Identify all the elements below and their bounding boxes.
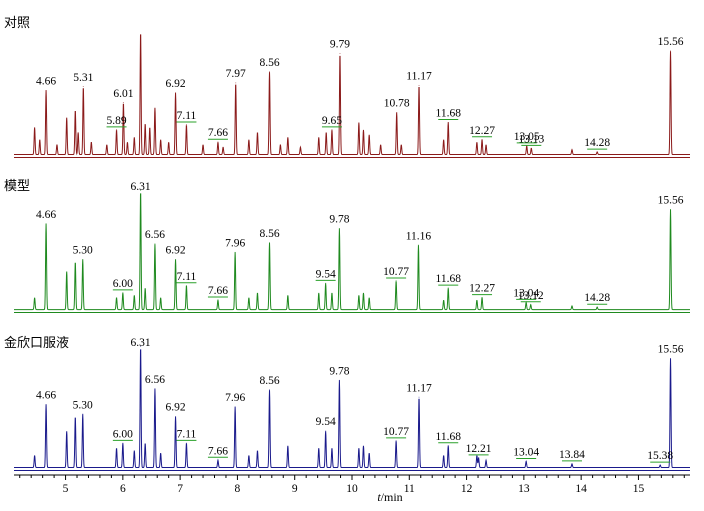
peak-label: 6.00: [113, 278, 133, 290]
peak-label: 14.28: [584, 292, 610, 304]
peak-label: 5.89: [106, 115, 126, 127]
peak-label: 9.54: [316, 268, 336, 280]
peak-label: 5.30: [73, 245, 93, 257]
peak-label: 12.21: [466, 443, 492, 455]
x-tick-label: 5: [63, 483, 69, 495]
peak-label: 12.27: [469, 125, 495, 137]
peak-label: 7.11: [177, 428, 197, 440]
x-axis-title-unit: /min: [381, 490, 403, 504]
peak-label: 9.65: [322, 115, 342, 127]
chromatogram-panel-2: 4.66 5.30 6.00 6.31 6.566.92 7.11 7.66 7.96 8.56…: [14, 181, 690, 313]
peak-label: 13.84: [559, 449, 585, 461]
peak-label: 13.12: [518, 290, 544, 302]
peak-label: 11.16: [406, 230, 432, 242]
peak-label: 6.92: [165, 78, 185, 90]
peak-label: 11.17: [406, 71, 432, 83]
x-tick-label: 15: [633, 483, 645, 495]
chromatogram-panel-3: 4.66 5.30 6.00 6.31 6.56 6.92 7.11 7.66 7.96 8.56…: [14, 337, 690, 471]
peak-label: 7.97: [226, 68, 246, 80]
chromatogram-panel-1: 4.66 5.31 5.89 6.01 6.92 7.11 7.66 7.97 8.56 9.65…: [14, 34, 690, 158]
peak-label: 15.56: [658, 36, 684, 48]
x-axis-title: t/min: [377, 490, 402, 504]
peak-label: 11.68: [436, 108, 462, 120]
x-tick-label: 10: [346, 483, 358, 495]
x-tick-label: 13: [518, 483, 530, 495]
x-tick-label: 11: [404, 483, 415, 495]
x-tick-label: 7: [177, 483, 183, 495]
peak-label: 10.77: [383, 426, 409, 438]
peak-label: 7.66: [208, 285, 228, 297]
peak-label: 13.13: [518, 133, 544, 145]
peak-label: 11.68: [436, 431, 462, 443]
peak-label: 7.66: [208, 127, 228, 139]
peak-label: 4.66: [36, 76, 56, 88]
x-axis: 5 6 7 8 9 10 11 12 13 14 15: [14, 474, 690, 495]
x-tick-label: 6: [120, 483, 126, 495]
peak-label: 15.56: [658, 344, 684, 356]
peak-label: 11.17: [406, 382, 432, 394]
peak-label: 7.66: [208, 445, 228, 457]
peak-label: 7.11: [177, 271, 197, 283]
peak-label: 6.31: [131, 181, 151, 193]
peak-label: 9.54: [316, 416, 336, 428]
peak-label: 7.96: [225, 237, 245, 249]
peak-label: 12.27: [469, 283, 495, 295]
peak-label: 9.78: [329, 365, 349, 377]
x-axis-title-symbol: t: [377, 490, 381, 504]
peak-label: 7.96: [225, 392, 245, 404]
peak-label: 6.00: [113, 428, 133, 440]
panel-title-control: 对照: [4, 16, 30, 31]
peak-label: 9.78: [329, 214, 349, 226]
peak-label: 13.04: [513, 446, 539, 458]
x-tick-label: 12: [461, 483, 473, 495]
chromatogram-trace: [14, 349, 690, 469]
x-tick-label: 9: [292, 483, 298, 495]
peak-label: 5.31: [73, 72, 93, 84]
peak-label: 6.56: [145, 374, 165, 386]
peak-label: 7.11: [177, 110, 197, 122]
peak-label: 13.05: [514, 131, 540, 143]
peak-label: 6.56: [145, 229, 165, 241]
x-tick-label: 8: [235, 483, 241, 495]
x-tick-label: 14: [575, 483, 587, 495]
peak-label: 10.78: [384, 98, 410, 110]
panel-title-jinxin: 金欣口服液: [4, 335, 69, 351]
chromatogram-trace: [14, 34, 690, 156]
peak-label: 8.56: [259, 375, 279, 387]
panel-title-model: 模型: [4, 179, 30, 194]
peak-label: 8.56: [259, 57, 279, 69]
peak-label: 13.04: [513, 287, 539, 299]
peak-label: 6.01: [113, 88, 133, 100]
peak-label: 6.31: [131, 337, 151, 349]
chromatogram-panels: 4.66 5.31 5.89 6.01 6.92 7.11 7.66 7.97 8.56 9.65…: [14, 34, 690, 471]
peak-label: 9.79: [330, 39, 350, 51]
peak-label: 4.66: [36, 390, 56, 402]
peak-label: 6.92: [165, 245, 185, 257]
peak-label: 6.92: [165, 402, 185, 414]
peak-label: 4.66: [36, 209, 56, 221]
peak-label: 8.56: [259, 228, 279, 240]
peak-label: 5.30: [73, 399, 93, 411]
peak-label: 14.28: [584, 137, 610, 149]
peak-label: 10.77: [383, 266, 409, 278]
peak-label: 15.38: [647, 450, 673, 462]
peak-label: 11.68: [436, 273, 462, 285]
chromatogram-trace: [14, 193, 690, 311]
peak-label: 15.56: [658, 195, 684, 207]
